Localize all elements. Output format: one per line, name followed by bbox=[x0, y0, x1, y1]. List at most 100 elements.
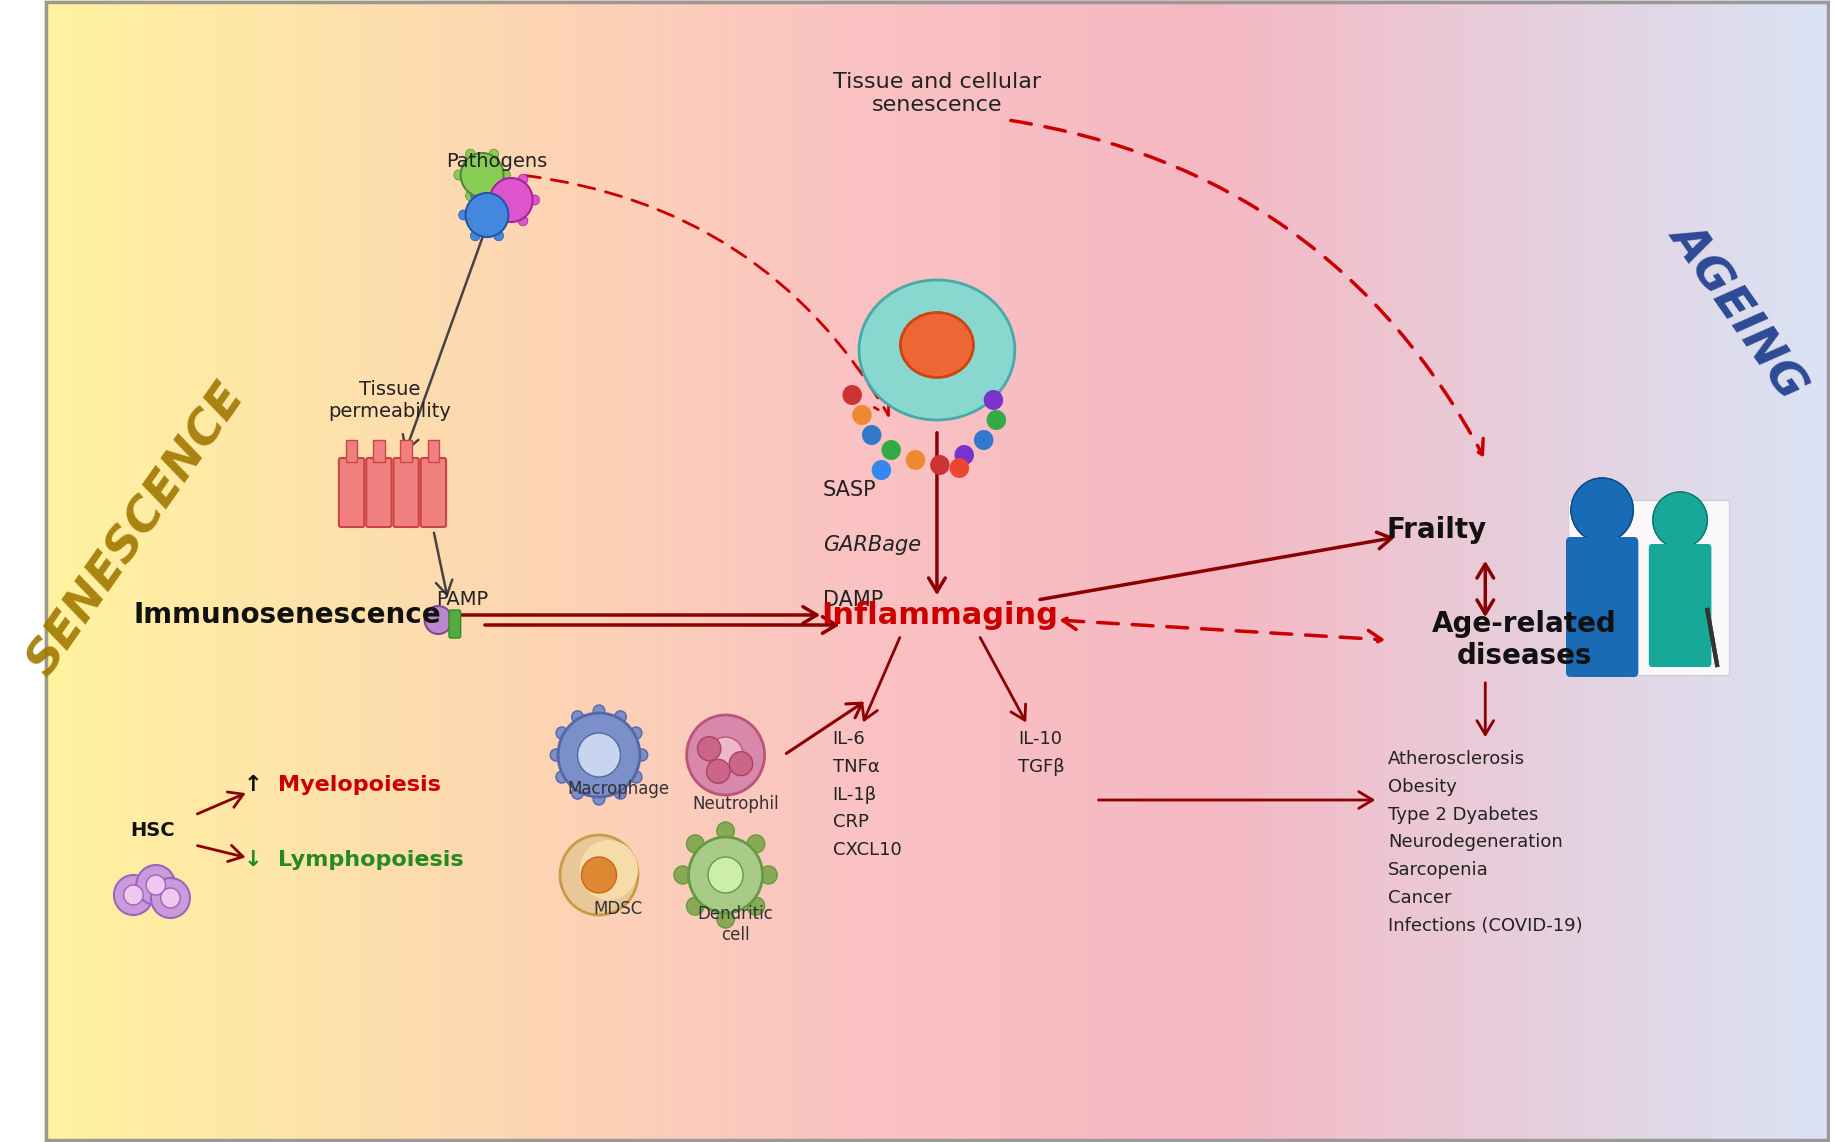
FancyBboxPatch shape bbox=[339, 458, 365, 526]
Text: Immunosenescence: Immunosenescence bbox=[134, 601, 442, 629]
Bar bbox=[347, 0, 354, 1142]
Bar bbox=[293, 0, 301, 1142]
Circle shape bbox=[974, 431, 994, 450]
Bar bbox=[389, 0, 396, 1142]
Bar bbox=[669, 0, 677, 1142]
Bar bbox=[1216, 0, 1223, 1142]
Bar bbox=[746, 0, 754, 1142]
Circle shape bbox=[614, 787, 625, 799]
Bar bbox=[1454, 0, 1462, 1142]
Bar bbox=[1075, 0, 1080, 1142]
Bar bbox=[174, 0, 182, 1142]
Bar bbox=[216, 0, 224, 1142]
Circle shape bbox=[466, 193, 508, 238]
Text: Macrophage: Macrophage bbox=[567, 780, 669, 798]
Bar bbox=[1717, 0, 1724, 1142]
Bar bbox=[1104, 0, 1111, 1142]
Bar bbox=[1812, 0, 1819, 1142]
Circle shape bbox=[730, 751, 752, 775]
Bar bbox=[473, 0, 479, 1142]
Bar bbox=[1509, 0, 1515, 1142]
Bar bbox=[1080, 0, 1088, 1142]
Bar bbox=[580, 0, 587, 1142]
Bar bbox=[1181, 0, 1188, 1142]
Bar bbox=[1414, 0, 1420, 1142]
Bar bbox=[609, 0, 616, 1142]
Bar bbox=[569, 0, 574, 1142]
Bar bbox=[985, 0, 992, 1142]
Bar bbox=[418, 0, 425, 1142]
Bar bbox=[805, 0, 812, 1142]
Bar bbox=[937, 0, 945, 1142]
Bar bbox=[145, 0, 152, 1142]
Bar bbox=[1788, 0, 1795, 1142]
Bar bbox=[1777, 0, 1783, 1142]
Text: HSC: HSC bbox=[130, 820, 176, 839]
Bar bbox=[1592, 0, 1599, 1142]
FancyArrowPatch shape bbox=[862, 637, 900, 719]
Circle shape bbox=[592, 705, 605, 717]
Circle shape bbox=[1572, 478, 1634, 542]
Bar bbox=[561, 0, 569, 1142]
Bar bbox=[752, 0, 759, 1142]
Bar bbox=[1009, 0, 1016, 1142]
Bar bbox=[812, 0, 818, 1142]
Bar bbox=[972, 0, 979, 1142]
Circle shape bbox=[458, 210, 468, 220]
Bar bbox=[1152, 0, 1159, 1142]
Bar bbox=[585, 0, 592, 1142]
Bar bbox=[932, 0, 937, 1142]
Circle shape bbox=[466, 191, 475, 201]
Bar bbox=[336, 0, 343, 1142]
Bar bbox=[1205, 0, 1212, 1142]
Bar bbox=[55, 0, 62, 1142]
Bar bbox=[427, 440, 440, 463]
Bar bbox=[853, 0, 860, 1142]
Bar bbox=[1038, 0, 1045, 1142]
Bar bbox=[1146, 0, 1152, 1142]
Bar bbox=[253, 0, 259, 1142]
Bar bbox=[770, 0, 778, 1142]
Circle shape bbox=[631, 771, 642, 783]
Bar bbox=[1431, 0, 1438, 1142]
Bar bbox=[1247, 0, 1253, 1142]
Bar bbox=[1223, 0, 1229, 1142]
Bar bbox=[741, 0, 748, 1142]
Bar bbox=[1563, 0, 1570, 1142]
Circle shape bbox=[493, 190, 504, 199]
Bar bbox=[979, 0, 985, 1142]
Circle shape bbox=[906, 450, 924, 471]
FancyArrowPatch shape bbox=[1099, 791, 1372, 809]
Circle shape bbox=[572, 787, 583, 799]
Bar bbox=[299, 0, 306, 1142]
Bar bbox=[182, 0, 187, 1142]
Circle shape bbox=[123, 885, 143, 904]
Bar bbox=[1122, 0, 1128, 1142]
Circle shape bbox=[746, 835, 765, 853]
Circle shape bbox=[983, 391, 1003, 410]
Bar bbox=[1557, 0, 1563, 1142]
Text: Tissue and cellular
senescence: Tissue and cellular senescence bbox=[833, 72, 1042, 115]
Circle shape bbox=[425, 606, 451, 634]
Bar bbox=[1056, 0, 1064, 1142]
Bar bbox=[789, 0, 794, 1142]
Bar bbox=[627, 0, 635, 1142]
Bar bbox=[961, 0, 968, 1142]
Bar bbox=[633, 0, 640, 1142]
FancyArrowPatch shape bbox=[928, 433, 945, 592]
Bar bbox=[508, 0, 515, 1142]
Bar bbox=[1020, 0, 1027, 1142]
Bar bbox=[1306, 0, 1313, 1142]
Bar bbox=[288, 0, 295, 1142]
Bar bbox=[1497, 0, 1504, 1142]
Bar bbox=[1438, 0, 1443, 1142]
Text: ↑: ↑ bbox=[244, 775, 262, 795]
Bar bbox=[1033, 0, 1040, 1142]
Bar bbox=[1574, 0, 1581, 1142]
Bar bbox=[1640, 0, 1647, 1142]
Bar bbox=[270, 0, 277, 1142]
Bar bbox=[1443, 0, 1451, 1142]
Bar bbox=[1311, 0, 1319, 1142]
Text: Inflammaging: Inflammaging bbox=[822, 601, 1058, 629]
Bar bbox=[1603, 0, 1610, 1142]
